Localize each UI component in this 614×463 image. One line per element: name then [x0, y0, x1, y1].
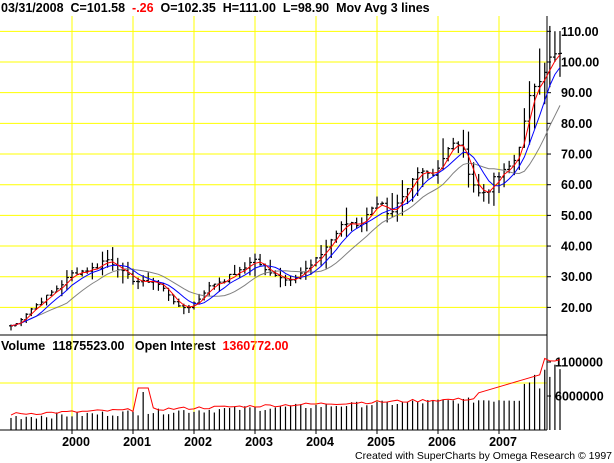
price-bar	[186, 304, 191, 314]
volume-tick-label: 1100000	[555, 356, 603, 370]
volume-tick-label: 6000000	[555, 390, 604, 404]
moving-average-mid	[10, 67, 561, 327]
open-interest-line	[10, 357, 561, 416]
y-tick-label: 90.00	[561, 86, 592, 100]
header-close: C=101.58	[70, 1, 126, 15]
price-bar	[456, 141, 461, 154]
header-open: O=102.35	[160, 1, 216, 15]
x-tick-label: 2006	[428, 435, 456, 449]
price-bar	[481, 184, 486, 202]
price-bar	[319, 245, 324, 266]
price-bar	[400, 180, 405, 216]
x-tick-label: 2007	[489, 435, 517, 449]
price-bar	[268, 259, 273, 276]
price-bar	[105, 249, 110, 268]
price-bar	[430, 168, 435, 176]
y-tick-label: 20.00	[561, 301, 592, 315]
header-study: Mov Avg 3 lines	[336, 1, 430, 15]
y-tick-label: 80.00	[561, 117, 592, 131]
price-bar	[491, 172, 496, 206]
price-bar	[354, 217, 359, 229]
price-bar	[497, 172, 501, 194]
price-header: 03/31/2008 C=101.58 -.26 O=102.35 H=111.…	[1, 1, 430, 16]
header-change: -.26	[132, 1, 154, 15]
y-tick-label: 100.00	[561, 56, 599, 70]
y-tick-label: 40.00	[561, 240, 592, 254]
open-interest-label: Open Interest	[134, 339, 216, 353]
moving-average-fast	[10, 54, 561, 327]
price-bar	[552, 31, 557, 62]
header-date: 03/31/2008	[1, 1, 64, 15]
ohlc-bars	[9, 25, 562, 331]
y-tick-label: 110.00	[561, 25, 599, 39]
y-tick-label: 30.00	[561, 270, 592, 284]
price-bar	[110, 247, 115, 271]
price-bar	[451, 137, 456, 151]
y-tick-label: 50.00	[561, 209, 592, 223]
price-bar	[537, 48, 542, 95]
price-bar	[532, 83, 537, 129]
price-bar	[527, 81, 532, 145]
price-bar	[344, 207, 349, 237]
price-bar	[115, 257, 120, 278]
volume-bars	[10, 364, 561, 430]
price-bar	[369, 206, 374, 216]
price-bar	[390, 193, 395, 218]
price-bar	[64, 270, 69, 291]
moving-average-slow	[10, 105, 561, 327]
volume-value: 11875523.00	[52, 339, 125, 353]
header-low: L=98.90	[282, 1, 330, 15]
volume-label: Volume	[1, 339, 46, 353]
x-tick-label: 2000	[62, 435, 90, 449]
price-grid	[0, 16, 547, 430]
header-high: H=111.00	[222, 1, 276, 15]
price-bar	[420, 168, 425, 188]
x-tick-label: 2004	[306, 435, 334, 449]
credit-text: Created with SuperCharts by Omega Resear…	[355, 450, 612, 462]
y-tick-label: 70.00	[561, 148, 592, 162]
price-bar	[100, 251, 105, 276]
price-bar	[212, 283, 217, 290]
price-bar	[70, 270, 74, 282]
price-bar	[232, 264, 237, 276]
x-tick-label: 2005	[367, 435, 395, 449]
price-bar	[227, 273, 232, 283]
price-bar	[242, 262, 247, 274]
price-bar	[547, 25, 552, 88]
price-bar	[253, 253, 257, 277]
price-bar	[395, 194, 400, 222]
price-bar	[375, 196, 379, 209]
x-tick-label: 2002	[184, 435, 212, 449]
price-bar	[471, 162, 476, 193]
price-bar	[176, 298, 181, 307]
price-bar	[49, 290, 54, 296]
x-tick-label: 2003	[245, 435, 273, 449]
price-bar	[288, 275, 293, 287]
volume-header: Volume 11875523.00 Open Interest 1360772…	[1, 339, 289, 354]
price-bar	[558, 31, 562, 77]
price-bar	[258, 253, 263, 266]
price-bar	[385, 197, 390, 223]
price-bar	[476, 173, 481, 197]
y-tick-label: 60.00	[561, 178, 592, 192]
price-bar	[39, 297, 44, 306]
x-tick-label: 2001	[123, 435, 151, 449]
price-bar	[466, 131, 471, 188]
